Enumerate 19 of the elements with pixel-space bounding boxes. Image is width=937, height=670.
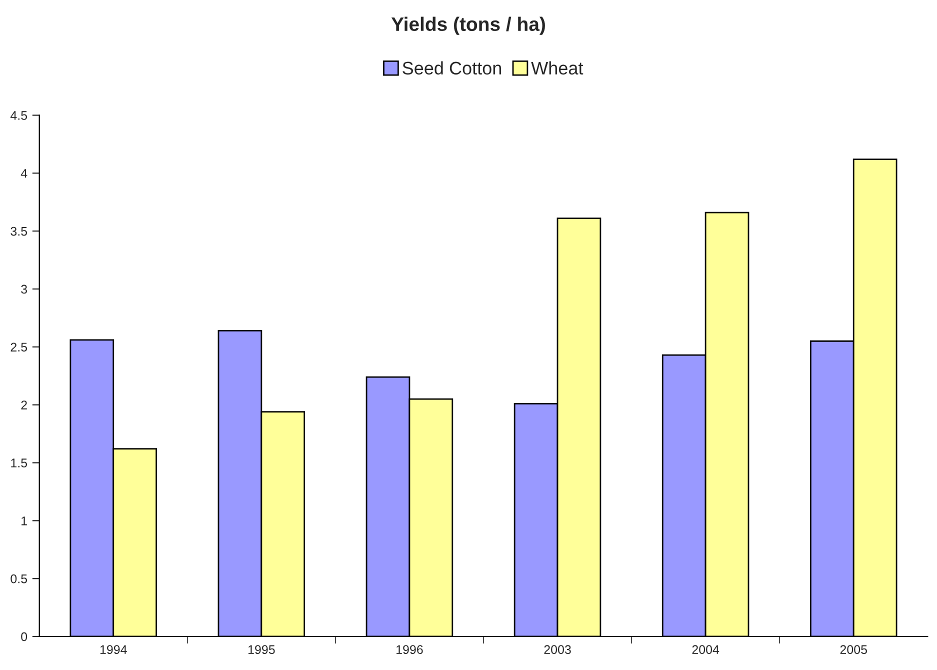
x-tick-label: 1996 (396, 645, 423, 654)
legend-label: Wheat (531, 61, 584, 75)
y-tick-label: 2.5 (10, 342, 28, 352)
y-tick-label: 4.5 (10, 111, 28, 120)
y-tick-label: 0 (21, 632, 28, 642)
x-tick-label: 1994 (100, 645, 127, 654)
chart-title: Yields (tons / ha) (391, 16, 545, 35)
y-tick-label: 3.5 (10, 226, 28, 236)
x-tick-label: 1995 (248, 645, 275, 654)
y-tick-label: 0.5 (10, 574, 28, 584)
y-tick-label: 4 (20, 169, 28, 178)
y-tick-label: 3 (21, 284, 27, 294)
y-tick-label: 2 (21, 400, 27, 410)
legend-label: Seed Cotton (402, 61, 502, 75)
x-tick-label: 2004 (692, 645, 720, 654)
y-tick-label: 1.5 (11, 458, 28, 468)
x-tick-label: 2005 (840, 645, 867, 654)
y-tick-label: 1 (22, 516, 27, 526)
x-tick-label: 2003 (544, 645, 571, 654)
